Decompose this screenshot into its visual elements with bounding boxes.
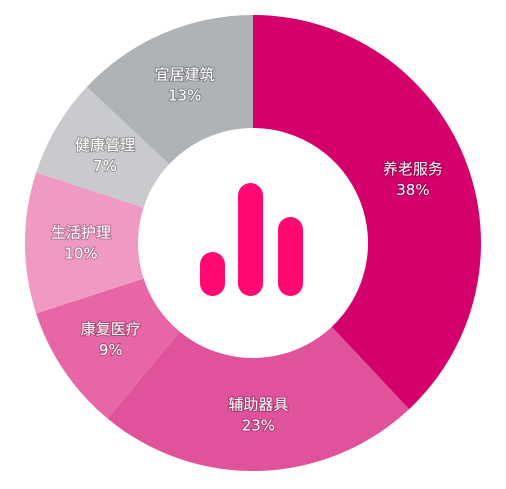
slice <box>25 172 144 314</box>
slice-label: 养老服务 <box>383 160 443 178</box>
center-icon <box>200 183 303 296</box>
slice-label: 宜居建筑 <box>155 66 215 84</box>
slice-value-label: 13% <box>168 87 201 105</box>
slice <box>253 15 481 410</box>
slice-value-label: 23% <box>242 416 275 434</box>
slice-value-label: 10% <box>64 245 97 263</box>
slice-value-label: 9% <box>99 341 123 359</box>
donut <box>25 15 481 472</box>
slice <box>36 278 180 419</box>
slice-label: 辅助器具 <box>228 395 288 413</box>
slice-label: 生活护理 <box>51 224 111 242</box>
icon-bar <box>200 252 225 296</box>
icon-bar <box>278 217 303 296</box>
icon-bar <box>238 183 263 296</box>
slice <box>36 86 170 208</box>
slice <box>86 15 253 165</box>
slice-value-label: 38% <box>396 181 429 199</box>
slice-label: 健康管理 <box>75 136 135 154</box>
slice-label: 康复医疗 <box>81 320 141 338</box>
slice-value-label: 7% <box>93 157 117 175</box>
slice <box>107 326 410 472</box>
